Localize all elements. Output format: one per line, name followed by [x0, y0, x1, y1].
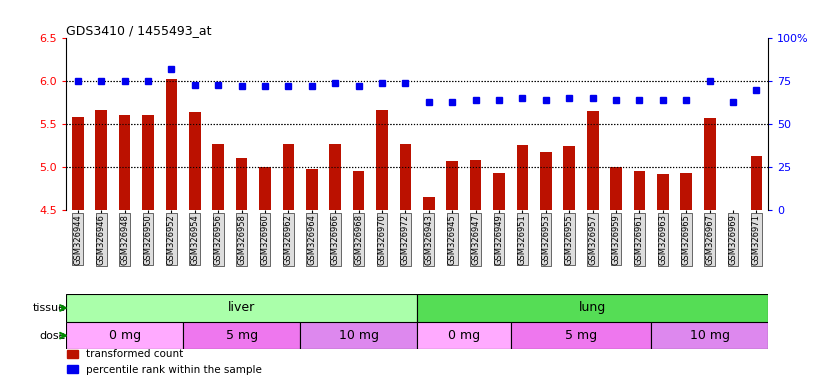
Bar [417, 322, 510, 349]
Text: 10 mg: 10 mg [690, 329, 729, 342]
Bar [540, 152, 552, 210]
Bar [282, 144, 294, 210]
Bar [165, 79, 178, 210]
Bar [446, 161, 458, 210]
Text: 0 mg: 0 mg [108, 329, 140, 342]
Bar [470, 160, 482, 210]
Bar [634, 171, 645, 210]
Bar [183, 322, 300, 349]
Bar [353, 171, 364, 210]
Text: tissue: tissue [33, 303, 66, 313]
Text: 5 mg: 5 mg [225, 329, 258, 342]
Bar [376, 110, 388, 210]
Bar [259, 167, 271, 210]
Bar [400, 144, 411, 210]
Text: 10 mg: 10 mg [339, 329, 378, 342]
Bar [751, 156, 762, 210]
Text: dose: dose [40, 331, 66, 341]
Bar [212, 144, 224, 210]
Bar [510, 322, 651, 349]
Bar [651, 322, 768, 349]
Text: 0 mg: 0 mg [448, 329, 480, 342]
Bar [119, 114, 131, 210]
Bar [704, 118, 715, 210]
Bar [563, 146, 575, 210]
Bar [189, 112, 201, 210]
Bar [516, 146, 529, 210]
Bar [586, 111, 599, 210]
Bar [330, 144, 341, 210]
Bar [235, 158, 248, 210]
Bar [72, 117, 83, 210]
Legend: transformed count, percentile rank within the sample: transformed count, percentile rank withi… [63, 345, 266, 379]
Text: lung: lung [579, 301, 606, 314]
Bar [66, 322, 183, 349]
Bar [417, 294, 768, 322]
Bar [610, 167, 622, 210]
Bar [423, 197, 434, 210]
Bar [681, 173, 692, 210]
Bar [493, 173, 505, 210]
Text: GDS3410 / 1455493_at: GDS3410 / 1455493_at [66, 24, 211, 37]
Bar [306, 169, 318, 210]
Bar [142, 116, 154, 210]
Bar [300, 322, 417, 349]
Text: 5 mg: 5 mg [565, 329, 597, 342]
Bar [66, 294, 417, 322]
Bar [657, 174, 669, 210]
Text: liver: liver [228, 301, 255, 314]
Bar [95, 110, 107, 210]
